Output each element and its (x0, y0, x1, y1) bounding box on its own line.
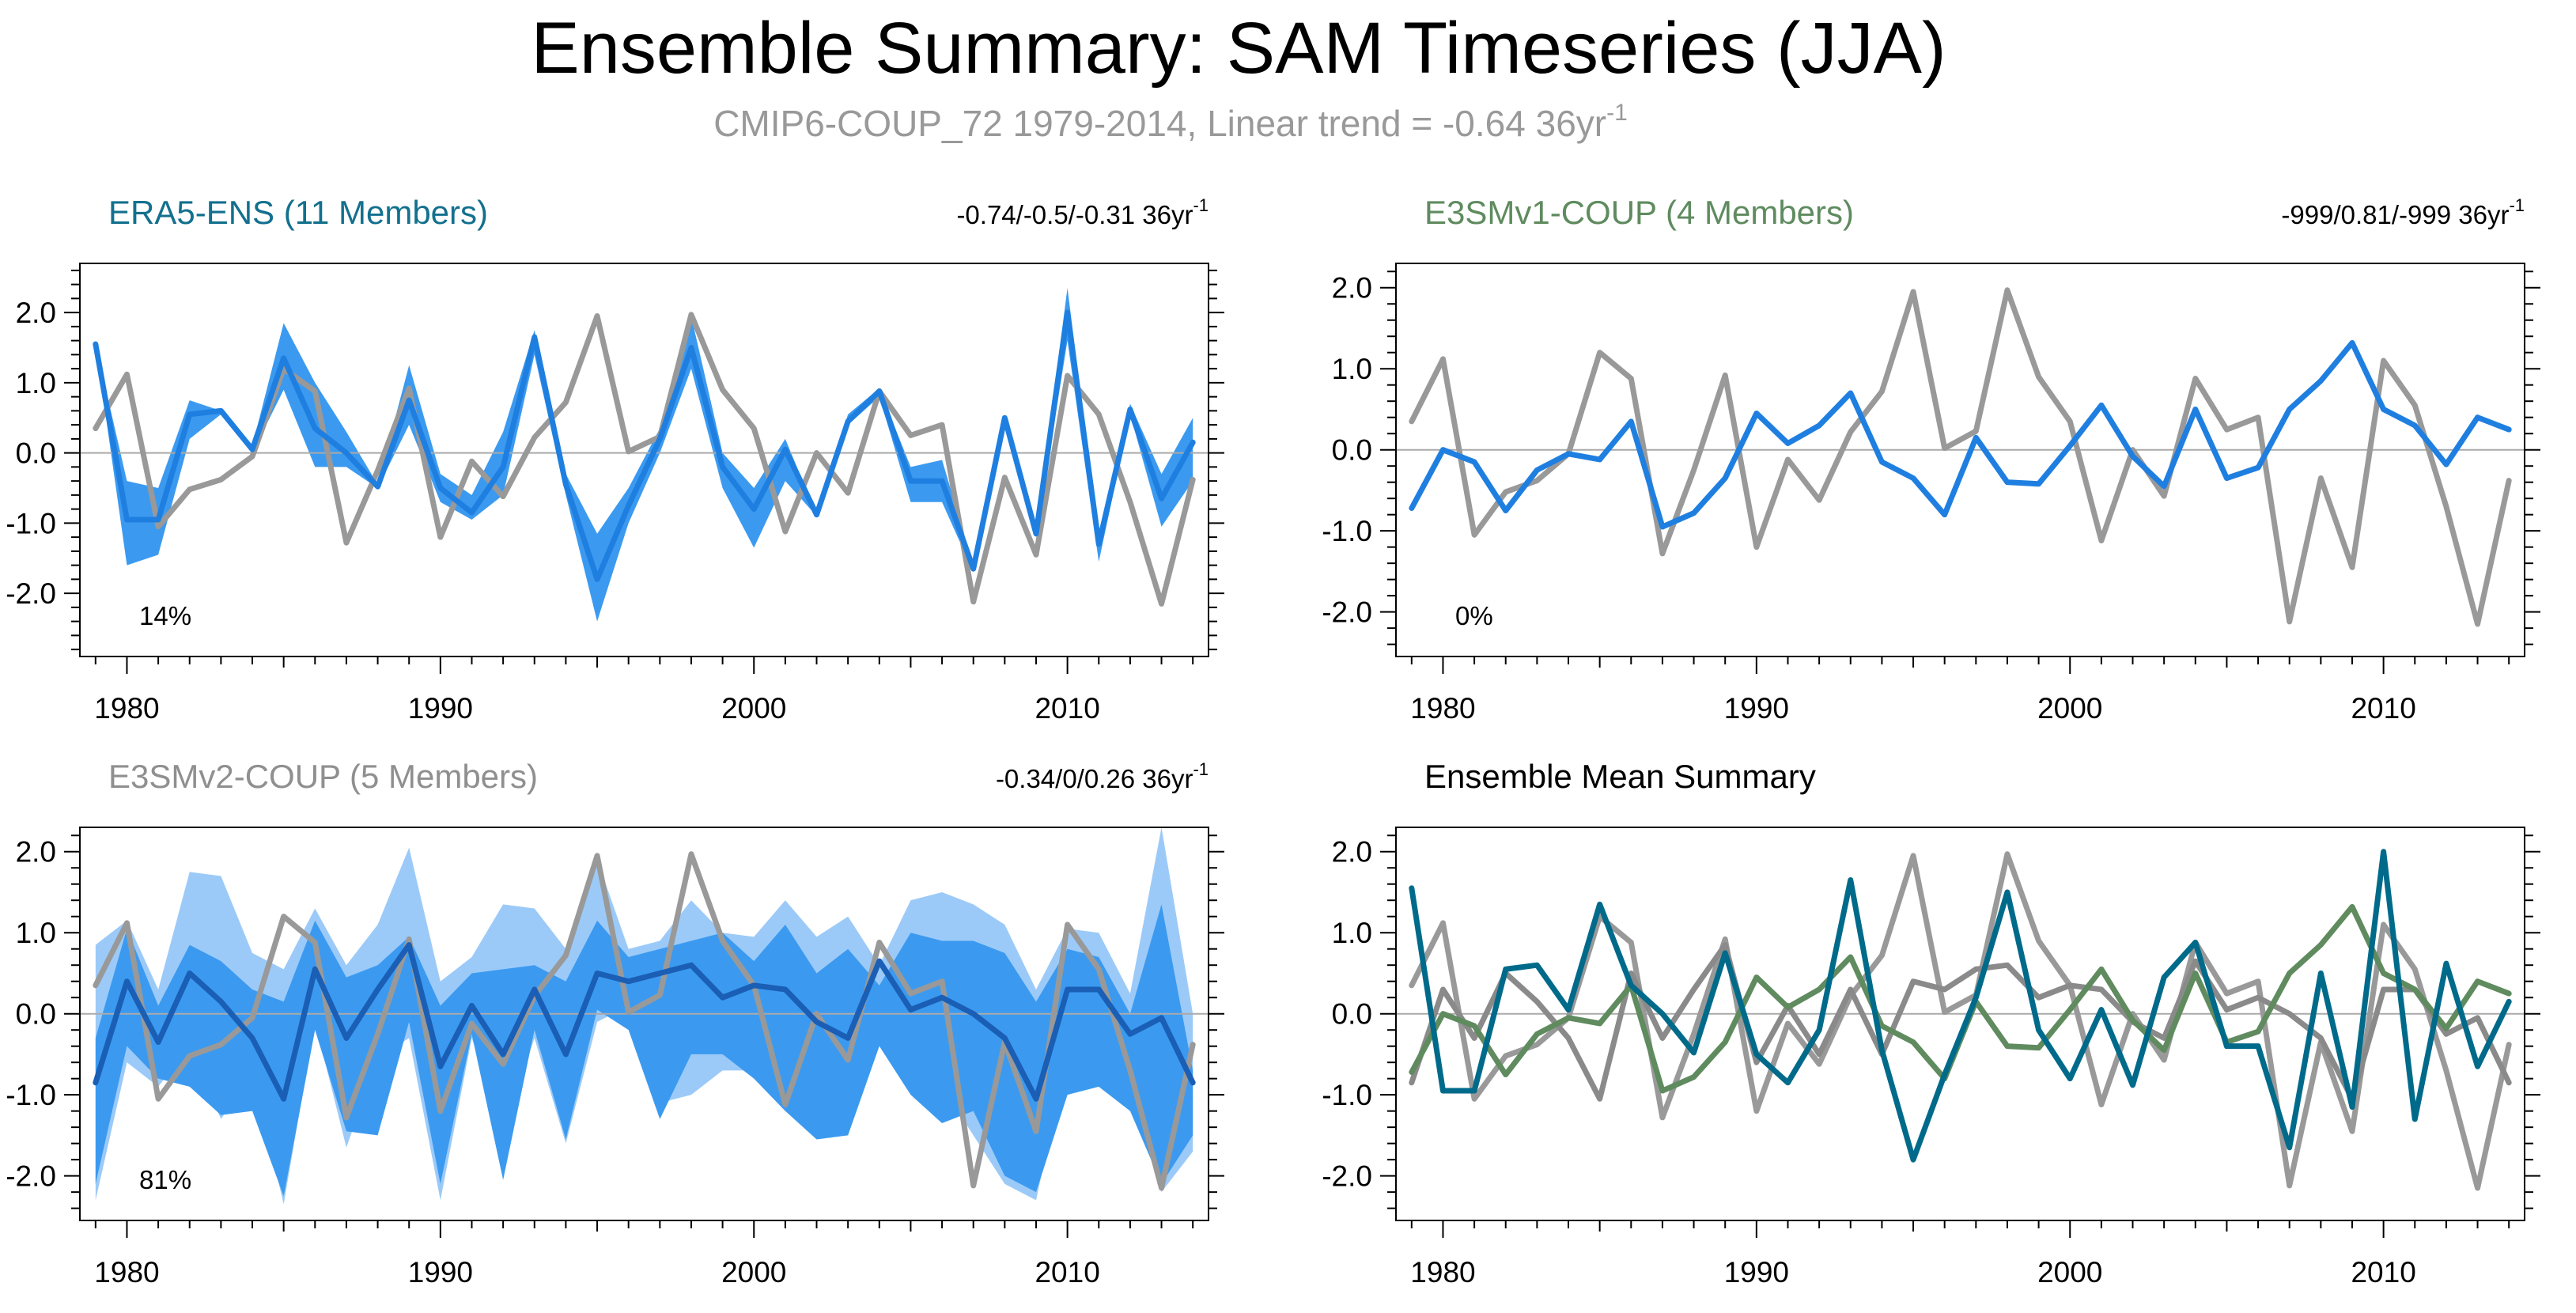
series-line-obs (1409, 287, 2512, 627)
x-tick-label: 2010 (1035, 692, 1099, 725)
y-tick-label: -2.0 (1322, 596, 1372, 629)
trend-label: -0.74/-0.5/-0.31 36yr-1 (956, 195, 1209, 229)
y-tick-label: -1.0 (6, 1079, 56, 1111)
x-tick-label: 2000 (2037, 692, 2102, 725)
y-tick-label: 2.0 (16, 297, 56, 329)
y-tick-label: 2.0 (16, 836, 56, 868)
plot-frame (1395, 827, 2525, 1221)
plot-area (1396, 849, 2525, 1191)
series-line-ens-mean (93, 942, 1196, 1102)
y-tick-label: 0.0 (16, 437, 56, 470)
figure-subtitle: CMIP6-COUP_72 1979-2014, Linear trend = … (713, 100, 1628, 144)
y-tick-label: -1.0 (1322, 1079, 1372, 1111)
trend-label-sup: -1 (2509, 195, 2525, 215)
y-tick-label: -1.0 (1322, 515, 1372, 547)
y-tick-label: 0.0 (16, 998, 56, 1031)
plot-frame (1395, 263, 2525, 657)
y-tick-label: -2.0 (6, 1160, 56, 1193)
series-line-era5-ens (1409, 849, 2512, 1163)
plot-area (1396, 287, 2525, 627)
x-tick-label: 1990 (408, 1256, 473, 1288)
spread-band-inner (95, 904, 1193, 1197)
x-tick-label: 2010 (1035, 1256, 1099, 1288)
panel-4: Ensemble Mean Summary -2.0 -1.0 0.0 1.0 2.0 19… (1322, 758, 2540, 1288)
trend-label-sup: -1 (1193, 759, 1209, 779)
y-tick-label: -2.0 (1322, 1160, 1372, 1193)
series-line-obs (93, 312, 1196, 607)
panel-title: E3SMv1-COUP (4 Members) (1424, 194, 1854, 231)
figure-subtitle-main: CMIP6-COUP_72 1979-2014, Linear trend = … (713, 103, 1606, 144)
x-tick-label: 1990 (1724, 692, 1789, 725)
series-line-ens-mean (93, 309, 1196, 582)
series-line-obs (93, 851, 1196, 1191)
panel-1: ERA5-ENS (11 Members) -0.74/-0.5/-0.31 36… (6, 194, 1224, 725)
series-line-obs (1409, 851, 2512, 1191)
y-tick-label: -1.0 (6, 507, 56, 539)
plot-area (80, 827, 1209, 1205)
series-line-e3smv2-coup (1409, 942, 2512, 1102)
x-tick-label: 1980 (94, 692, 159, 725)
trend-label-main: -0.34/0/0.26 36yr (996, 764, 1193, 793)
panel-title: ERA5-ENS (11 Members) (108, 194, 488, 231)
x-tick-label: 2000 (721, 692, 786, 725)
trend-label-main: -0.74/-0.5/-0.31 36yr (956, 200, 1193, 229)
spread-band-inner (95, 288, 1193, 622)
percent-label: 81% (139, 1165, 191, 1194)
x-tick-label: 2000 (721, 1256, 786, 1288)
trend-label: -999/0.81/-999 36yr-1 (2281, 195, 2525, 229)
panel-3: E3SMv2-COUP (5 Members) -0.34/0/0.26 36yr… (6, 758, 1224, 1288)
y-tick-label: 1.0 (1332, 353, 1372, 385)
x-tick-label: 2010 (2351, 692, 2415, 725)
y-tick-label: 2.0 (1332, 272, 1372, 305)
percent-label: 0% (1455, 601, 1493, 630)
x-tick-label: 1980 (1410, 692, 1475, 725)
panels: ERA5-ENS (11 Members) -0.74/-0.5/-0.31 36… (6, 194, 2540, 1288)
panel-2: E3SMv1-COUP (4 Members) -999/0.81/-999 36… (1322, 194, 2540, 725)
x-tick-label: 1980 (94, 1256, 159, 1288)
y-tick-label: 1.0 (1332, 917, 1372, 949)
panel-title: E3SMv2-COUP (5 Members) (108, 758, 538, 795)
y-tick-label: 1.0 (16, 917, 56, 949)
percent-label: 14% (139, 601, 191, 630)
y-tick-label: 0.0 (1332, 998, 1372, 1031)
plot-frame (79, 827, 1209, 1221)
y-tick-label: 1.0 (16, 367, 56, 399)
y-tick-label: 0.0 (1332, 434, 1372, 467)
trend-label-main: -999/0.81/-999 36yr (2281, 200, 2509, 229)
x-tick-label: 2000 (2037, 1256, 2102, 1288)
x-tick-label: 1990 (1724, 1256, 1789, 1288)
y-tick-label: -2.0 (6, 577, 56, 610)
panel-title: Ensemble Mean Summary (1424, 758, 1816, 795)
plot-area (80, 288, 1209, 622)
plot-frame (79, 263, 1209, 657)
series-line-ens-mean (1409, 339, 2512, 530)
trend-label: -0.34/0/0.26 36yr-1 (996, 759, 1209, 793)
trend-label-sup: -1 (1193, 195, 1209, 215)
figure-subtitle-sup: -1 (1606, 100, 1628, 126)
x-tick-label: 1980 (1410, 1256, 1475, 1288)
x-tick-label: 1990 (408, 692, 473, 725)
x-tick-label: 2010 (2351, 1256, 2415, 1288)
figure-title: Ensemble Summary: SAM Timeseries (JJA) (531, 8, 1946, 89)
y-tick-label: 2.0 (1332, 836, 1372, 868)
